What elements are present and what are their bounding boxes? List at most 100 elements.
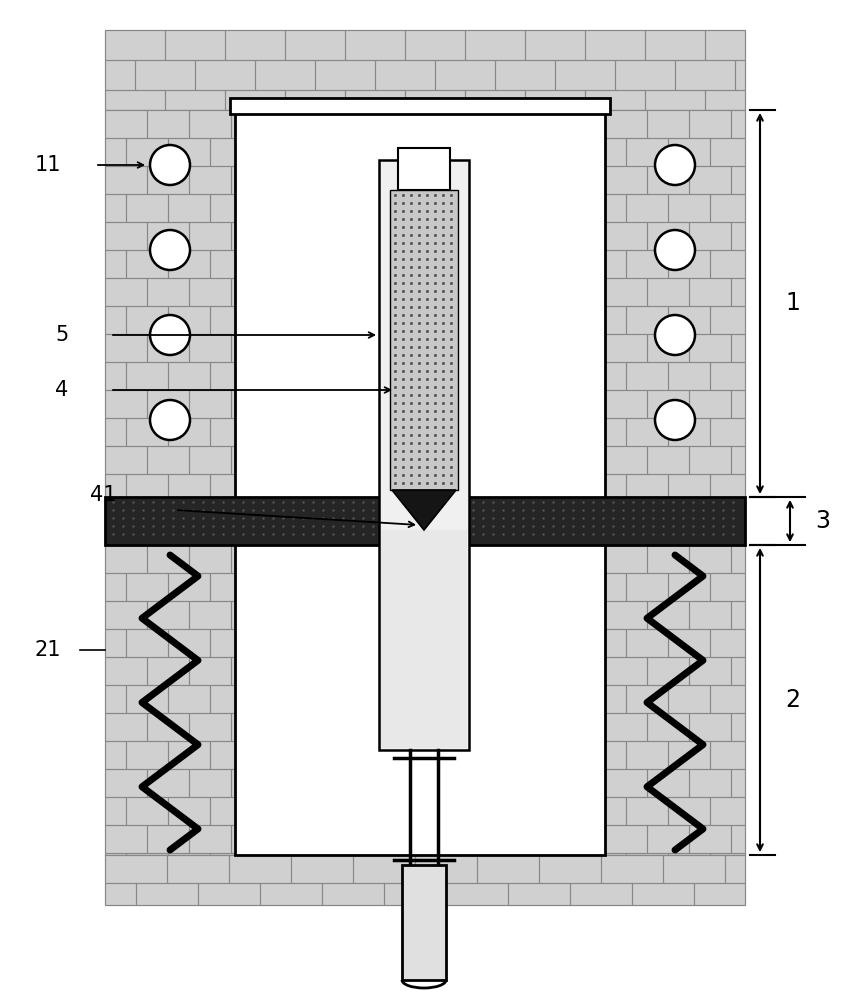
Bar xyxy=(168,474,210,497)
Bar xyxy=(668,250,710,278)
Bar xyxy=(231,278,235,306)
Bar xyxy=(147,334,189,362)
Bar xyxy=(626,853,668,855)
Bar xyxy=(105,825,147,853)
Bar xyxy=(353,855,415,883)
Bar xyxy=(189,713,231,741)
Bar xyxy=(381,530,467,748)
Circle shape xyxy=(150,230,190,270)
Bar xyxy=(525,30,585,60)
Bar xyxy=(668,629,710,657)
Bar xyxy=(147,545,189,573)
Bar xyxy=(710,573,745,601)
Bar xyxy=(705,30,745,60)
Bar xyxy=(632,883,694,905)
Bar xyxy=(105,166,147,194)
Bar xyxy=(229,855,291,883)
Bar xyxy=(626,797,668,825)
Bar xyxy=(731,446,745,474)
Bar xyxy=(605,250,626,278)
Bar xyxy=(668,474,710,497)
Bar xyxy=(668,853,710,855)
Bar xyxy=(225,90,285,110)
Text: 11: 11 xyxy=(35,155,61,175)
Bar xyxy=(231,110,235,138)
Bar xyxy=(168,250,210,278)
Bar xyxy=(555,60,615,90)
Bar xyxy=(255,60,315,90)
Bar xyxy=(605,825,647,853)
Bar xyxy=(465,30,525,60)
Bar xyxy=(231,222,235,250)
Circle shape xyxy=(655,400,695,440)
Bar xyxy=(105,90,165,110)
Bar xyxy=(647,222,689,250)
Bar xyxy=(495,60,555,90)
Bar xyxy=(605,769,647,797)
Bar xyxy=(210,250,235,278)
Bar xyxy=(645,30,705,60)
Bar xyxy=(126,741,168,769)
Bar xyxy=(189,825,231,853)
Bar xyxy=(647,657,689,685)
Bar xyxy=(379,160,469,750)
Bar xyxy=(626,362,668,390)
Bar xyxy=(539,855,601,883)
Bar xyxy=(189,769,231,797)
Bar xyxy=(322,883,384,905)
Bar xyxy=(647,166,689,194)
Bar xyxy=(735,60,745,90)
Bar xyxy=(230,98,610,114)
Bar xyxy=(689,601,731,629)
Bar xyxy=(626,418,668,446)
Bar xyxy=(626,138,668,166)
Bar xyxy=(663,855,725,883)
Bar xyxy=(231,545,235,573)
Bar xyxy=(525,90,585,110)
Bar xyxy=(105,545,235,855)
Bar xyxy=(731,545,745,573)
Bar xyxy=(570,883,632,905)
Bar xyxy=(147,713,189,741)
Bar xyxy=(508,883,570,905)
Bar xyxy=(668,138,710,166)
Bar xyxy=(105,306,126,334)
Bar xyxy=(210,629,235,657)
Bar xyxy=(731,825,745,853)
Bar xyxy=(210,853,235,855)
Bar xyxy=(626,629,668,657)
Bar xyxy=(168,853,210,855)
Bar xyxy=(345,30,405,60)
Bar xyxy=(210,573,235,601)
Bar xyxy=(689,390,731,418)
Bar xyxy=(189,545,231,573)
Bar xyxy=(285,90,345,110)
Bar xyxy=(605,713,647,741)
Bar xyxy=(167,855,229,883)
Bar xyxy=(231,334,235,362)
Bar xyxy=(626,474,668,497)
Bar xyxy=(710,685,745,713)
Bar xyxy=(675,60,735,90)
Bar xyxy=(585,90,645,110)
Bar xyxy=(689,769,731,797)
Bar xyxy=(105,278,147,306)
Text: 21: 21 xyxy=(35,640,61,660)
Bar xyxy=(136,883,198,905)
Bar xyxy=(731,390,745,418)
Bar xyxy=(105,194,126,222)
Bar xyxy=(105,60,135,90)
Bar xyxy=(189,334,231,362)
Bar xyxy=(225,30,285,60)
Bar xyxy=(147,278,189,306)
Bar xyxy=(689,713,731,741)
Bar xyxy=(731,713,745,741)
Bar xyxy=(315,60,375,90)
Bar xyxy=(105,657,147,685)
Bar xyxy=(126,138,168,166)
Bar xyxy=(435,60,495,90)
Bar xyxy=(105,474,126,497)
Bar xyxy=(231,446,235,474)
Bar xyxy=(626,306,668,334)
Bar xyxy=(105,573,126,601)
